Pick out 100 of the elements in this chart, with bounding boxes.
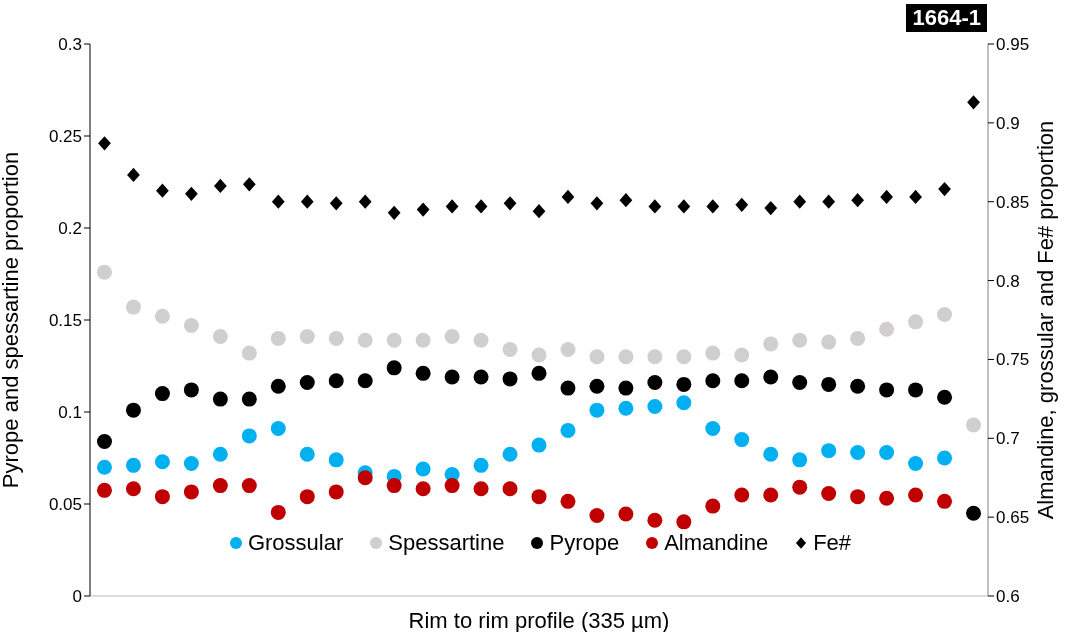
point [822, 194, 836, 209]
y2-tick-label: 0.85 [996, 192, 1030, 212]
y2-tick-label: 0.75 [996, 350, 1030, 370]
point [212, 478, 228, 494]
point [705, 421, 721, 437]
point [502, 481, 518, 497]
point [270, 330, 286, 346]
point [792, 452, 808, 468]
y-tick-label: 0.25 [48, 127, 82, 147]
point [473, 481, 489, 497]
point [763, 336, 779, 352]
point [763, 446, 779, 462]
y-axis-title: Pyrope and spessartine proportion [0, 151, 23, 489]
point [937, 450, 953, 466]
point [647, 398, 663, 414]
point [183, 318, 199, 334]
point [212, 391, 228, 407]
point [561, 189, 575, 205]
point [677, 199, 691, 214]
point [618, 506, 634, 522]
point [647, 349, 663, 365]
y2-tick-label: 0.8 [996, 271, 1020, 291]
y2-axis-title: Almandine, grossular and Fe# proportion [1032, 120, 1058, 520]
point [96, 482, 112, 498]
text: 1664-1 [906, 4, 987, 32]
point [531, 489, 547, 505]
point [792, 479, 808, 495]
legend-label: Grossular [247, 530, 344, 556]
point [96, 264, 112, 280]
point [706, 199, 720, 214]
point [531, 437, 547, 453]
point [850, 444, 866, 460]
point [908, 314, 924, 330]
legend-label: Spessartine [388, 530, 505, 556]
point [532, 204, 546, 219]
point [850, 378, 866, 394]
point [966, 505, 982, 521]
point [560, 341, 576, 357]
point [705, 498, 721, 514]
point [676, 349, 692, 365]
y2-tick-label: 0.6 [996, 587, 1020, 607]
point [705, 373, 721, 389]
point [966, 417, 982, 433]
point [880, 189, 893, 205]
point [850, 330, 866, 346]
point [213, 178, 227, 194]
point [357, 373, 373, 389]
y2-tick-label: 0.95 [996, 35, 1030, 55]
point [154, 308, 170, 324]
point [415, 461, 431, 477]
point [763, 487, 779, 503]
point [764, 200, 778, 216]
point [125, 402, 141, 418]
point [183, 382, 199, 398]
point [502, 446, 518, 462]
point [850, 489, 866, 505]
point [444, 369, 460, 385]
point [444, 329, 460, 345]
y2-tick-label: 0.9 [996, 113, 1020, 133]
point [531, 365, 547, 381]
point [937, 389, 953, 405]
point [560, 422, 576, 438]
point [735, 197, 749, 212]
point [125, 481, 141, 497]
point [502, 341, 518, 357]
point [908, 456, 924, 472]
point [589, 402, 605, 418]
point [589, 378, 605, 394]
point [156, 183, 169, 198]
point [590, 196, 604, 211]
point [386, 332, 402, 348]
point [879, 490, 895, 506]
point [676, 514, 692, 530]
point [821, 376, 837, 392]
point [299, 446, 315, 462]
point [937, 306, 953, 322]
point [967, 95, 980, 110]
point [851, 193, 865, 208]
point [908, 382, 924, 398]
point [242, 177, 256, 192]
y2-tick-label: 0.7 [996, 429, 1020, 449]
point [792, 375, 808, 391]
y2-tick-label: 0.65 [996, 508, 1030, 528]
point [241, 391, 257, 407]
point [734, 347, 750, 363]
point [154, 489, 170, 505]
point [241, 478, 257, 494]
point [329, 196, 343, 211]
point [793, 194, 807, 209]
point [299, 329, 315, 345]
point [589, 349, 605, 365]
point [676, 376, 692, 392]
point [358, 194, 372, 209]
point [328, 330, 344, 346]
point [502, 371, 518, 387]
point [154, 454, 170, 470]
point [879, 382, 895, 398]
point [270, 421, 286, 437]
point [937, 493, 953, 509]
point [357, 470, 373, 486]
